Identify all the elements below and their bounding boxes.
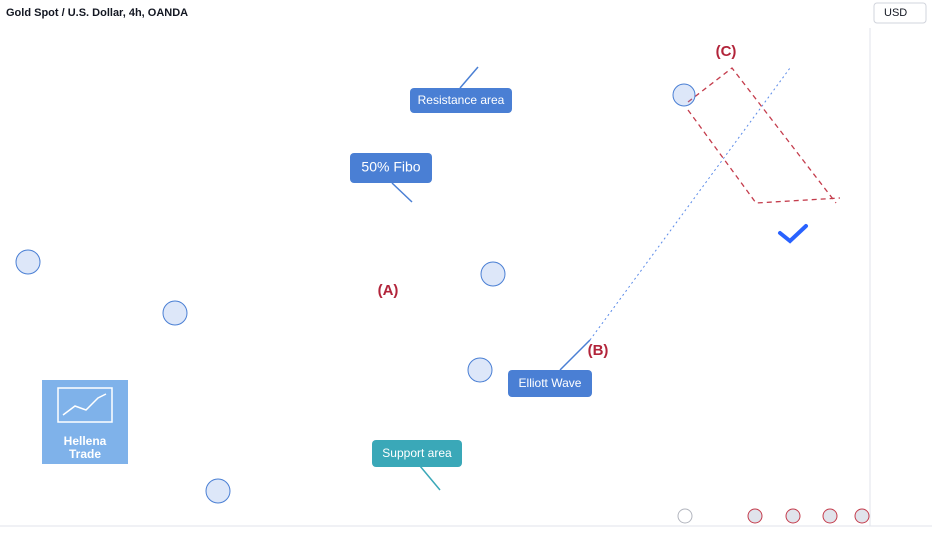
note-text: Resistance area [418, 93, 505, 107]
note-text: Elliott Wave [519, 376, 582, 390]
event-icon[interactable] [785, 508, 801, 524]
check-mark [778, 224, 808, 244]
pointer [419, 465, 441, 491]
trend-line [589, 67, 791, 341]
currency: USD [884, 7, 907, 19]
highlight-circle [480, 261, 506, 287]
pointer [391, 182, 413, 203]
event-icon[interactable] [854, 508, 870, 524]
wave-path [687, 67, 837, 204]
chart-title: Gold Spot / U.S. Dollar, 4h, OANDA [6, 7, 188, 19]
note-text: Support area [382, 446, 452, 460]
wave-label: (A) [378, 282, 399, 299]
highlight-circle [672, 83, 696, 107]
wave-label: (B) [588, 342, 609, 359]
highlight-circle [15, 249, 41, 275]
event-icon[interactable] [822, 508, 838, 524]
note-box [350, 153, 432, 183]
logo-text: Hellena [64, 434, 107, 448]
highlight-circle [205, 478, 231, 504]
logo-icon [62, 393, 107, 416]
currency-button[interactable] [873, 2, 927, 24]
logo-text: Trade [69, 447, 101, 461]
event-icon[interactable] [677, 508, 693, 524]
highlight-circle [467, 357, 493, 383]
note-box [372, 440, 462, 467]
note-box [410, 88, 512, 113]
pointer [559, 339, 591, 371]
wave-path [687, 109, 841, 204]
wave-label: (C) [716, 43, 737, 60]
pointer [459, 66, 479, 89]
logo-icon [57, 387, 113, 423]
bottom-icons [677, 508, 870, 524]
note-text: 50% Fibo [361, 159, 420, 175]
event-icon[interactable] [747, 508, 763, 524]
note-box [508, 370, 592, 397]
highlight-circle [162, 300, 188, 326]
